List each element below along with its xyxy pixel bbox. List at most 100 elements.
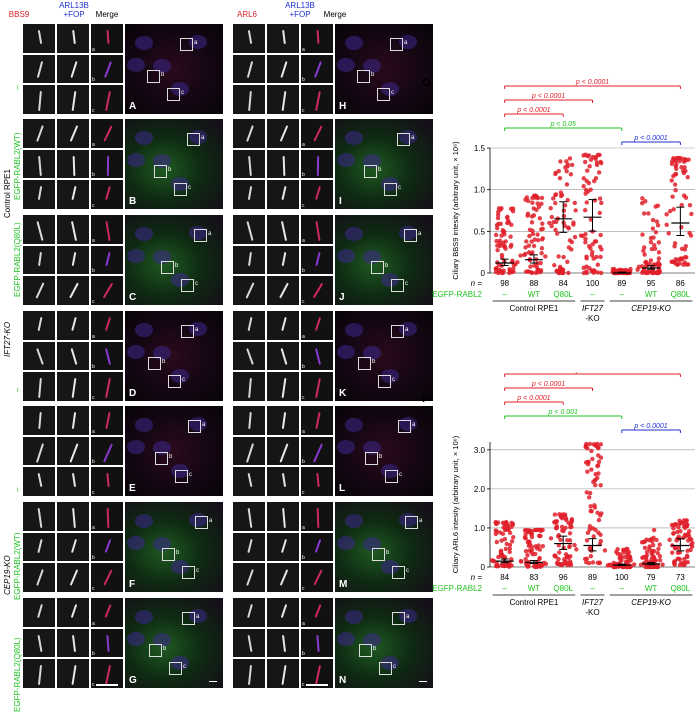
- data-point: [587, 524, 593, 529]
- merge-field-right-5: a b c M: [334, 501, 434, 593]
- zoom-box-b: [161, 261, 174, 274]
- cilium-signal: [104, 317, 112, 331]
- data-point: [670, 550, 675, 555]
- cilium-signal: [247, 29, 253, 45]
- data-point: [586, 495, 592, 500]
- data-point: [690, 540, 695, 546]
- data-point: [597, 196, 603, 201]
- cilium-signal: [248, 155, 252, 176]
- data-point: [641, 211, 647, 216]
- data-point: [598, 159, 603, 165]
- inset-sublabel: c: [92, 298, 95, 305]
- data-point: [498, 221, 503, 226]
- cilium-signal: [106, 473, 110, 488]
- inset-left-r2-c1-s1: [56, 244, 90, 276]
- data-point: [655, 563, 660, 569]
- nucleus-blob: [127, 345, 145, 359]
- inset-sublabel: c: [92, 202, 95, 209]
- inset-right-r2-c0-s0: [232, 214, 266, 245]
- row-group-control: Control RPE1: [3, 169, 12, 218]
- nucleus-blob: [345, 36, 363, 50]
- inset-left-r5-c1-s1: [56, 531, 90, 563]
- data-point: [526, 269, 531, 274]
- data-point: [510, 535, 516, 540]
- data-point: [676, 524, 681, 530]
- data-point: [502, 536, 508, 542]
- zoom-box-label: c: [181, 90, 184, 96]
- zoom-box-c: [175, 470, 188, 483]
- inset-left-r4-c1-s1: [56, 435, 90, 467]
- data-point: [539, 250, 544, 256]
- data-point: [669, 161, 675, 167]
- cilium-signal: [247, 507, 253, 529]
- cilium-signal: [315, 220, 321, 242]
- scale-bar: [419, 680, 427, 682]
- group-label-cep19: CEP19-KO: [631, 304, 671, 313]
- panel-letter: C: [129, 292, 137, 303]
- inset-right-r5-c1-s0: [266, 501, 300, 532]
- inset-right-r1-c0-s2: [232, 179, 266, 210]
- zoom-box-label: a: [418, 231, 422, 237]
- inset-right-r5-c0-s2: [232, 562, 266, 593]
- zoom-box-label: c: [398, 185, 401, 191]
- data-point: [682, 156, 688, 162]
- zoom-box-label: b: [168, 167, 172, 173]
- p-value-label: p < 0.0001: [633, 135, 667, 142]
- inset-left-r2-c2-s1: b: [90, 244, 124, 276]
- nucleus-blob: [337, 249, 355, 263]
- data-point: [531, 206, 536, 211]
- inset-right-r6-c0-s1: [232, 627, 266, 659]
- inset-left-r3-c1-s2: [56, 371, 90, 402]
- inset-left-r2-c2-s2: c: [90, 275, 124, 306]
- zoom-box-b: [162, 548, 175, 561]
- category-label: –: [620, 584, 625, 593]
- cilium-signal: [72, 29, 76, 45]
- inset-left-r5-c0-s1: [22, 531, 56, 563]
- cilium-signal: [37, 473, 43, 488]
- data-point: [640, 232, 645, 237]
- data-point: [565, 259, 570, 265]
- data-point: [666, 231, 671, 236]
- data-point: [675, 262, 680, 267]
- nucleus-blob: [363, 250, 381, 264]
- zoom-box-label: a: [208, 231, 212, 237]
- zoom-box-a: [398, 420, 411, 433]
- inset-right-r5-c2-s1: b: [300, 531, 334, 563]
- data-point: [573, 208, 578, 213]
- zoom-box-a: [405, 516, 418, 529]
- inset-sublabel: c: [92, 681, 95, 688]
- inset-sublabel: c: [92, 107, 95, 114]
- data-point: [684, 255, 689, 260]
- group-label-control: Control RPE1: [509, 304, 558, 313]
- data-point: [656, 256, 662, 261]
- data-point: [548, 206, 553, 211]
- inset-right-r4-c2-s1: b: [300, 435, 334, 467]
- data-point: [598, 538, 603, 544]
- data-point: [507, 546, 513, 551]
- inset-right-r5-c2-s2: c: [300, 562, 334, 593]
- cilium-signal: [71, 251, 77, 266]
- data-point: [501, 229, 507, 234]
- inset-sublabel: c: [92, 489, 95, 496]
- cilium-signal: [70, 60, 78, 78]
- inset-right-r3-c0-s2: [232, 371, 266, 402]
- data-point: [683, 168, 688, 174]
- chart-letter: O: [422, 78, 431, 89]
- header-arl13b-right: ARL13B: [285, 1, 315, 10]
- data-point: [585, 530, 591, 535]
- data-point: [664, 222, 669, 228]
- cilium-signal: [106, 507, 110, 529]
- zoom-box-label: a: [209, 518, 213, 524]
- nucleus-blob: [337, 632, 355, 646]
- data-point: [689, 544, 695, 549]
- data-point: [588, 217, 594, 222]
- data-point: [586, 153, 592, 158]
- data-point: [563, 552, 569, 557]
- inset-right-r2-c2-s1: b: [300, 244, 334, 276]
- data-point: [583, 240, 588, 245]
- data-point: [631, 562, 637, 567]
- data-point: [565, 197, 570, 203]
- cilium-signal: [69, 569, 79, 586]
- row-condition-6: EGFP-RABL2(WT): [13, 532, 22, 600]
- inset-sublabel: b: [302, 651, 305, 658]
